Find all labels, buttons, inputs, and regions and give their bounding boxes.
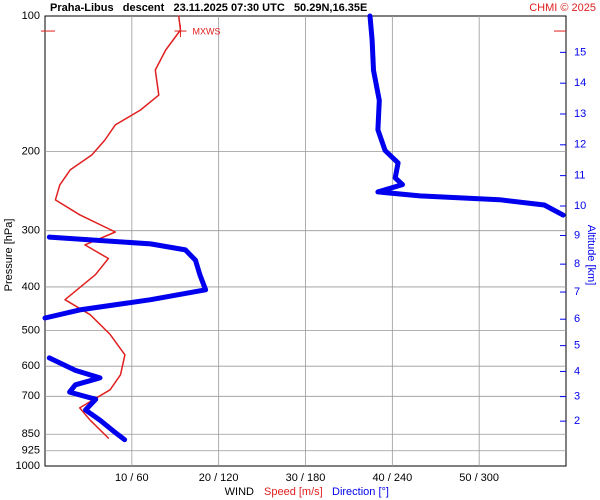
x-tick-label: 20 / 120 bbox=[199, 472, 239, 484]
y2-tick-label: 12 bbox=[574, 139, 586, 151]
y-axis-label: Pressure [hPa] bbox=[3, 219, 15, 292]
y2-tick-label: 8 bbox=[574, 258, 580, 270]
legend-direction: Direction [°] bbox=[332, 486, 389, 498]
y-tick-label: 925 bbox=[22, 445, 40, 457]
y-tick-label: 1000 bbox=[16, 460, 40, 472]
y2-tick-label: 15 bbox=[574, 46, 586, 58]
direction-line bbox=[46, 355, 128, 443]
y2-tick-label: 13 bbox=[574, 108, 586, 120]
y-tick-label: 500 bbox=[22, 324, 40, 336]
y2-tick-label: 7 bbox=[574, 286, 580, 298]
y2-tick-label: 4 bbox=[574, 365, 580, 377]
direction-line bbox=[42, 234, 209, 321]
x-tick-label: 50 / 300 bbox=[459, 472, 499, 484]
x-axis-label: WIND bbox=[225, 486, 254, 498]
mxws-label: MXWS bbox=[192, 26, 220, 36]
y2-tick-label: 5 bbox=[574, 340, 580, 352]
y-tick-label: 700 bbox=[22, 390, 40, 402]
x-tick-label: 10 / 60 bbox=[115, 472, 149, 484]
chart-title: Praha-Libus descent 23.11.2025 07:30 UTC… bbox=[50, 2, 367, 14]
y2-tick-label: 2 bbox=[574, 415, 580, 427]
direction-line bbox=[367, 13, 566, 218]
y2-tick-label: 10 bbox=[574, 200, 586, 212]
y-tick-label: 300 bbox=[22, 225, 40, 237]
y-tick-label: 400 bbox=[22, 281, 40, 293]
y2-tick-label: 6 bbox=[574, 313, 580, 325]
y2-tick-label: 14 bbox=[574, 77, 586, 89]
y-tick-label: 850 bbox=[22, 428, 40, 440]
y2-axis-label: Altitude [km] bbox=[585, 225, 597, 286]
y2-tick-label: 11 bbox=[574, 170, 585, 182]
y-tick-label: 600 bbox=[22, 360, 40, 372]
credit: CHMI © 2025 bbox=[529, 2, 596, 14]
speed-line bbox=[54, 15, 182, 439]
y-tick-label: 100 bbox=[22, 10, 40, 22]
y2-tick-label: 9 bbox=[574, 229, 580, 241]
x-tick-label: 40 / 240 bbox=[372, 472, 412, 484]
y2-tick-label: 3 bbox=[574, 391, 580, 403]
legend-speed: Speed [m/s] bbox=[264, 486, 323, 498]
y-tick-label: 200 bbox=[22, 145, 40, 157]
x-tick-label: 30 / 180 bbox=[286, 472, 326, 484]
